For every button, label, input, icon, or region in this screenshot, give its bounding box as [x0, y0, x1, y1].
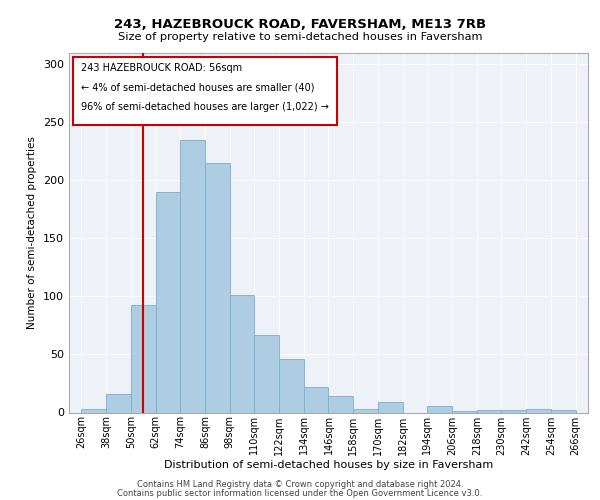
Text: Size of property relative to semi-detached houses in Faversham: Size of property relative to semi-detach…	[118, 32, 482, 42]
Bar	[131, 304, 155, 412]
Bar	[427, 406, 452, 412]
Bar	[155, 192, 180, 412]
X-axis label: Distribution of semi-detached houses by size in Faversham: Distribution of semi-detached houses by …	[164, 460, 493, 470]
Bar	[279, 359, 304, 412]
Bar	[477, 410, 502, 412]
Bar	[82, 409, 106, 412]
Bar	[329, 396, 353, 412]
Bar	[73, 57, 337, 124]
Bar	[502, 410, 526, 412]
Bar	[304, 387, 329, 412]
Bar	[230, 295, 254, 412]
Bar	[205, 163, 230, 412]
Text: 96% of semi-detached houses are larger (1,022) →: 96% of semi-detached houses are larger (…	[82, 102, 329, 113]
Bar	[353, 409, 378, 412]
Text: 243, HAZEBROUCK ROAD, FAVERSHAM, ME13 7RB: 243, HAZEBROUCK ROAD, FAVERSHAM, ME13 7R…	[114, 18, 486, 30]
Text: ← 4% of semi-detached houses are smaller (40): ← 4% of semi-detached houses are smaller…	[82, 82, 315, 92]
Text: Contains public sector information licensed under the Open Government Licence v3: Contains public sector information licen…	[118, 488, 482, 498]
Bar	[254, 334, 279, 412]
Bar	[526, 409, 551, 412]
Text: Contains HM Land Registry data © Crown copyright and database right 2024.: Contains HM Land Registry data © Crown c…	[137, 480, 463, 489]
Y-axis label: Number of semi-detached properties: Number of semi-detached properties	[28, 136, 37, 329]
Bar	[106, 394, 131, 412]
Text: 243 HAZEBROUCK ROAD: 56sqm: 243 HAZEBROUCK ROAD: 56sqm	[82, 63, 242, 73]
Bar	[180, 140, 205, 412]
Bar	[378, 402, 403, 412]
Bar	[551, 410, 575, 412]
